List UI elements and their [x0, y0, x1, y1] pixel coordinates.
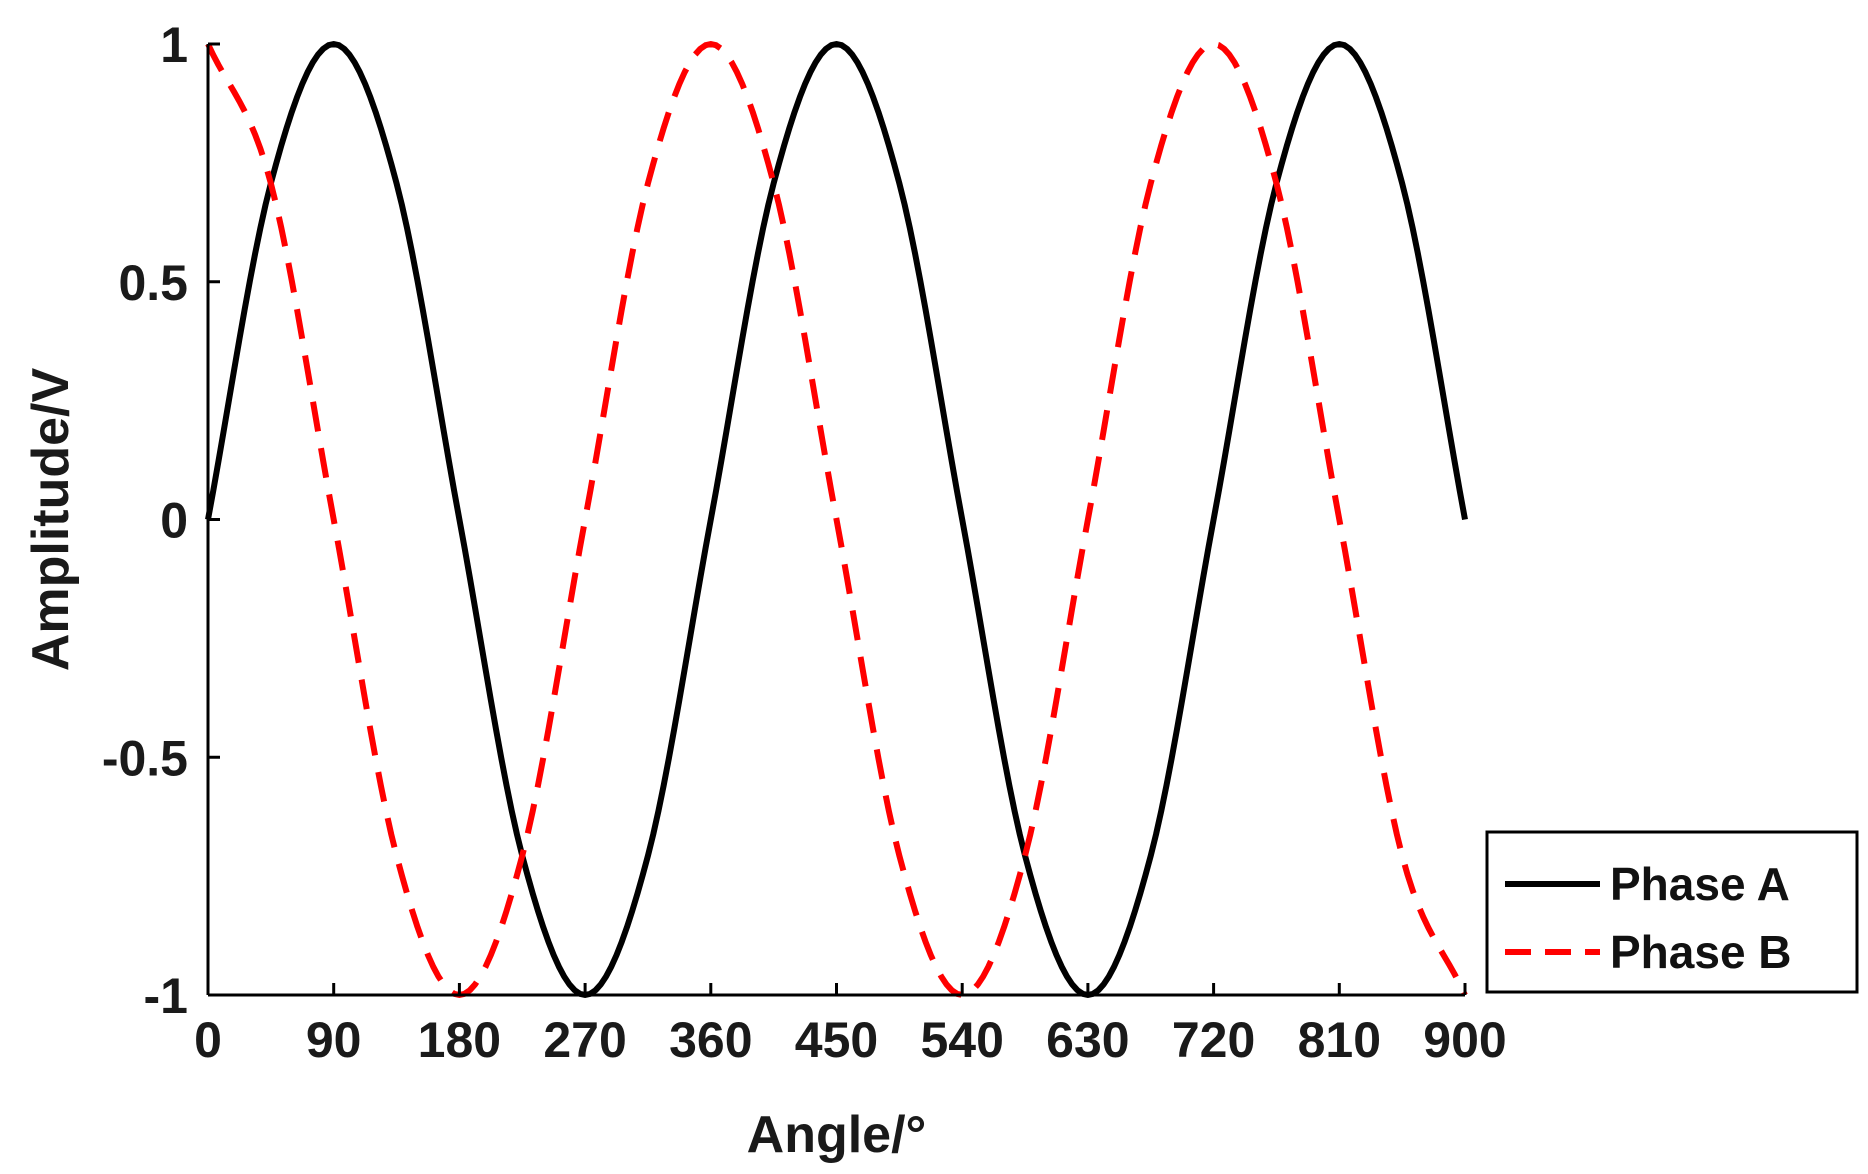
plot-lines	[205, 41, 1468, 998]
x-tick-label: 540	[920, 1012, 1003, 1068]
axes	[206, 42, 1467, 997]
x-tick-label: 900	[1423, 1012, 1506, 1068]
legend-box	[1485, 830, 1859, 994]
legend-label-phase-b: Phase B	[1610, 926, 1792, 978]
x-tick-label: 630	[1046, 1012, 1129, 1068]
x-tick-label: 0	[194, 1012, 222, 1068]
x-tick-label: 450	[795, 1012, 878, 1068]
y-axis-title: Amplitude/V	[22, 368, 80, 672]
y-tick-label: -1	[144, 968, 188, 1024]
y-tick-label: -0.5	[102, 730, 188, 786]
y-tick-label: 0	[160, 493, 188, 549]
legend: Phase A Phase B	[1485, 830, 1859, 994]
x-axis-title: Angle/°	[747, 1106, 927, 1164]
tick-labels: 0 90 180 270 360 450 540 630 720 810 900 1 0.5 0 -0.5 -…	[102, 17, 1507, 1068]
legend-label-phase-a: Phase A	[1610, 858, 1790, 910]
y-tick-label: 1	[160, 17, 188, 73]
x-tick-label: 720	[1172, 1012, 1255, 1068]
x-tick-label: 360	[669, 1012, 752, 1068]
x-tick-label: 90	[306, 1012, 362, 1068]
series-line-phase-b	[205, 41, 1468, 998]
x-tick-label: 180	[418, 1012, 501, 1068]
x-tick-label: 270	[543, 1012, 626, 1068]
x-tick-label: 810	[1298, 1012, 1381, 1068]
series-line-phase-a	[205, 41, 1468, 998]
y-tick-label: 0.5	[118, 255, 188, 311]
